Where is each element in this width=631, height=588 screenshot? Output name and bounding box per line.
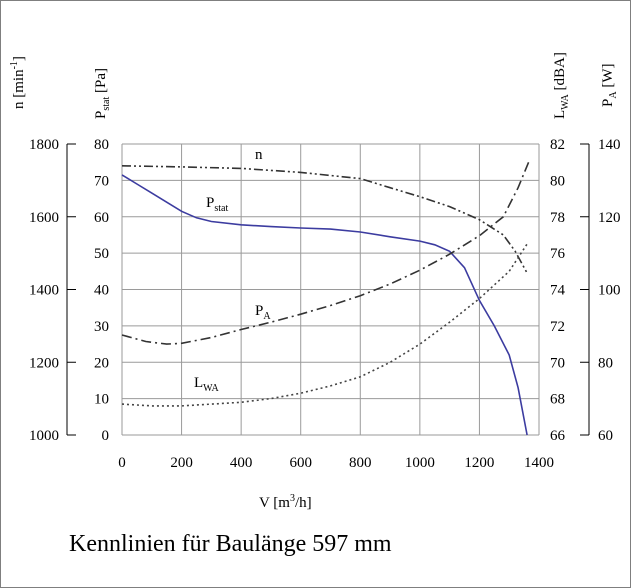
lwa-tick-label: 70 <box>550 355 565 371</box>
pa-tick-label: 80 <box>598 355 613 371</box>
series-label-pstat: Pstat <box>206 195 228 214</box>
pstat-tick-label: 10 <box>94 392 109 408</box>
x-axis-label: V [m3/h] <box>259 493 312 511</box>
x-tick-label: 1000 <box>405 455 435 471</box>
pstat-tick-label: 60 <box>94 210 109 226</box>
pa-tick-label: 140 <box>598 137 621 153</box>
svg-text:Pstat [Pa]: Pstat [Pa] <box>93 68 112 119</box>
pstat-tick-label: 50 <box>94 246 109 262</box>
x-tick-label: 800 <box>349 455 372 471</box>
chart-caption: Kennlinien für Baulänge 597 mm <box>69 531 392 557</box>
lwa-tick-label: 74 <box>550 283 566 299</box>
pstat-axis-title: Pstat [Pa] <box>93 68 112 119</box>
n-tick-label: 1200 <box>29 355 59 371</box>
series-line-n <box>121 165 528 274</box>
svg-text:PA [W]: PA [W] <box>600 64 619 107</box>
x-tick-label: 600 <box>289 455 312 471</box>
pstat-tick-label: 20 <box>94 355 109 371</box>
lwa-tick-label: 76 <box>550 246 566 262</box>
series-label-n: n <box>255 147 263 163</box>
series-label-lwa: LWA <box>194 375 220 394</box>
x-tick-label: 1200 <box>464 455 494 471</box>
n-axis-title: n [min-1] <box>9 56 27 109</box>
series-line-pa <box>121 161 530 345</box>
pa-tick-label: 120 <box>598 210 621 226</box>
lwa-tick-label: 80 <box>550 173 565 189</box>
series-line-pstat <box>121 174 528 436</box>
x-tick-label: 1400 <box>524 455 554 471</box>
lwa-tick-label: 78 <box>550 210 565 226</box>
pa-axis-title: PA [W] <box>600 64 619 107</box>
pstat-tick-label: 30 <box>94 319 109 335</box>
pstat-tick-label: 0 <box>102 428 110 444</box>
n-tick-label: 1000 <box>29 428 59 444</box>
pstat-tick-label: 40 <box>94 283 109 299</box>
lwa-axis-title: LWA [dBA] <box>552 52 571 119</box>
svg-text:n [min-1]: n [min-1] <box>9 56 27 109</box>
lwa-tick-label: 66 <box>550 428 566 444</box>
x-tick-label: 0 <box>118 455 126 471</box>
svg-text:LWA [dBA]: LWA [dBA] <box>552 52 571 119</box>
lwa-tick-label: 82 <box>550 137 565 153</box>
n-tick-label: 1600 <box>29 210 59 226</box>
pa-tick-label: 60 <box>598 428 613 444</box>
pstat-tick-label: 80 <box>94 137 109 153</box>
n-tick-label: 1400 <box>29 283 59 299</box>
pa-tick-label: 100 <box>598 283 621 299</box>
series-line-lwa <box>121 243 528 407</box>
series-label-pa: PA <box>255 303 271 322</box>
lwa-tick-label: 72 <box>550 319 565 335</box>
x-tick-label: 400 <box>230 455 253 471</box>
pstat-tick-label: 70 <box>94 173 109 189</box>
n-tick-label: 1800 <box>29 137 59 153</box>
x-tick-label: 200 <box>170 455 193 471</box>
lwa-tick-label: 68 <box>550 392 565 408</box>
